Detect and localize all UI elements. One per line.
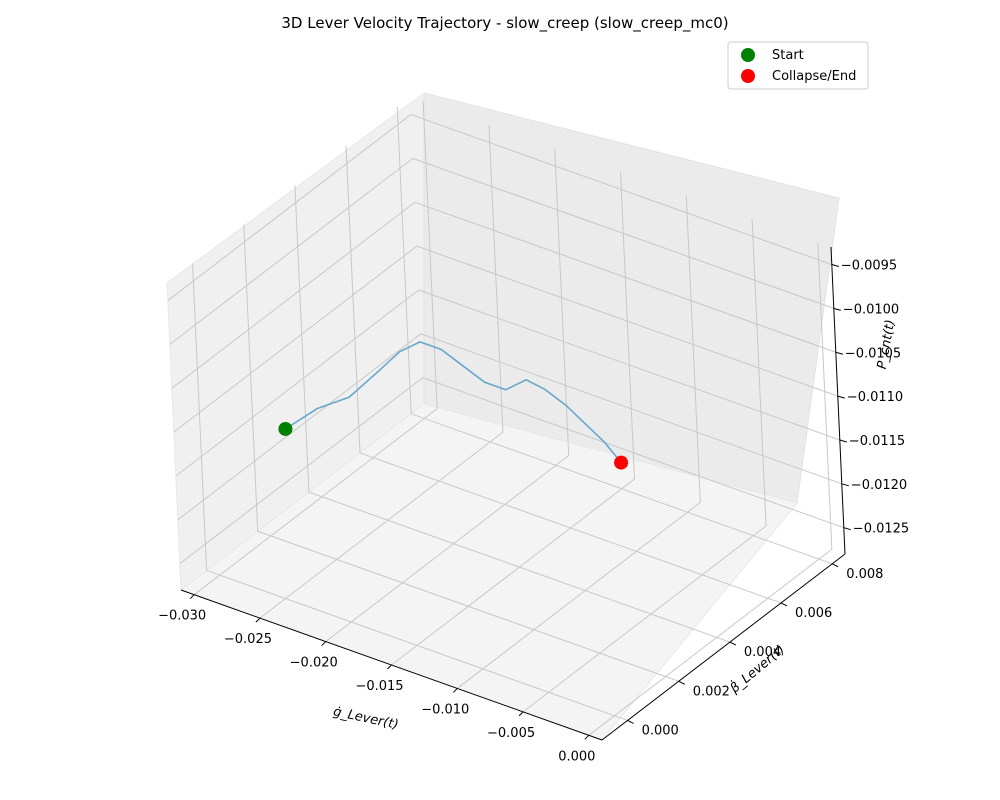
x-gridline	[588, 242, 833, 736]
x-tick-mark	[387, 664, 392, 670]
legend-start-label: Start	[772, 48, 804, 63]
x-tick-mark	[518, 711, 524, 717]
z-tick-mark	[843, 527, 851, 531]
x-gridline	[456, 195, 701, 689]
y-tick-label: 0.004	[744, 645, 781, 660]
x-tick-label: −0.010	[421, 702, 469, 717]
x-tick-mark	[321, 641, 327, 646]
z-tick-label: −0.0105	[845, 346, 901, 361]
x-axis-line	[180, 589, 603, 741]
x-gridline	[391, 171, 636, 666]
z-tick-label: −0.0115	[849, 434, 905, 449]
legend-end-marker	[741, 69, 755, 83]
z-gridline	[177, 333, 842, 521]
y-tick-mark	[831, 563, 839, 568]
axes: −0.030 −0.025 −0.020 −0.015 −0.010 −0.005 0.00…	[158, 246, 909, 764]
z-tick-mark	[833, 307, 841, 311]
x-tick-label: −0.005	[487, 726, 535, 741]
legend: Start Collapse/End	[727, 41, 869, 90]
y-gridline	[294, 185, 731, 643]
x-tick-mark	[255, 617, 261, 623]
z-gridline	[173, 245, 838, 433]
legend-box	[727, 41, 869, 90]
z-gridline	[167, 113, 832, 301]
x-tick-label: −0.015	[355, 679, 403, 694]
y-tick-mark	[627, 719, 634, 724]
y-axis-line	[601, 553, 846, 741]
x-tick-mark	[189, 594, 195, 600]
x-tick-label: −0.020	[290, 656, 338, 671]
chart-title: 3D Lever Velocity Trajectory - slow_cree…	[281, 14, 728, 33]
start-marker	[278, 421, 293, 436]
z-tick-label: −0.0095	[841, 259, 897, 274]
legend-start-marker	[741, 48, 755, 62]
z-gridline	[169, 157, 834, 345]
y-tick-label: 0.002	[693, 684, 730, 699]
y-tick-mark	[780, 602, 788, 607]
y-gridline	[192, 263, 628, 721]
y-tick-mark	[678, 680, 685, 685]
z-tick-label: −0.0125	[853, 522, 909, 537]
z-axis-line	[830, 246, 846, 555]
end-marker	[614, 455, 629, 470]
x-gridline	[193, 101, 438, 596]
z-tick-mark	[839, 439, 847, 443]
y-tick-label: 0.008	[846, 567, 883, 582]
x-tick-label: 0.000	[558, 749, 595, 764]
y-gridline	[396, 106, 833, 565]
y-tick-label: 0.006	[795, 606, 832, 621]
y-gridline	[243, 224, 679, 682]
x-tick-mark	[584, 734, 590, 740]
trajectory-line	[284, 341, 622, 464]
z-tick-mark	[837, 395, 845, 399]
z-tick-mark	[841, 483, 849, 487]
z-gridline	[171, 201, 836, 389]
x-gridline	[259, 125, 504, 619]
x-tick-label: −0.030	[158, 609, 206, 624]
z-tick-mark	[835, 351, 843, 355]
z-gridline	[175, 289, 840, 477]
x-axis-label: ġ_Lever(t)	[332, 704, 400, 732]
x-gridline	[325, 148, 570, 642]
z-tick-label: −0.0100	[843, 302, 899, 317]
z-tick-label: −0.0120	[851, 478, 907, 493]
legend-end-label: Collapse/End	[772, 69, 856, 84]
trajectory-group	[284, 341, 622, 464]
z-tick-label: −0.0110	[847, 390, 903, 405]
z-tick-mark	[831, 264, 839, 268]
grid-lines	[167, 101, 844, 736]
x-tick-label: −0.025	[224, 632, 272, 647]
y-tick-label: 0.000	[642, 723, 679, 738]
x-gridline	[522, 218, 767, 713]
z-gridline	[179, 377, 844, 565]
y-tick-mark	[729, 641, 737, 646]
z-axis-label: P_cnt(t)	[875, 318, 898, 370]
marker-group	[278, 421, 629, 470]
y-gridline	[345, 145, 782, 604]
x-tick-mark	[452, 688, 458, 693]
